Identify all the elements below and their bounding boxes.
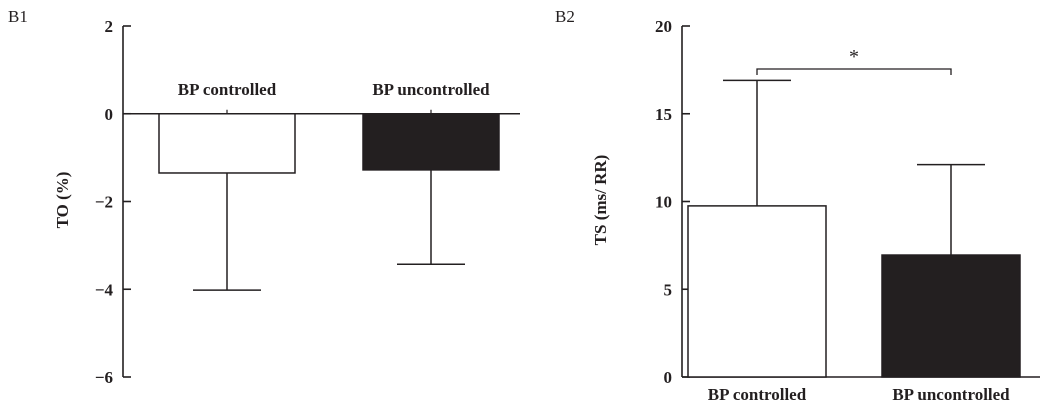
y-tick-label: −2 [95, 193, 113, 212]
significance-bracket: * [756, 46, 952, 75]
y-axis-b1: −6 −4 −2 0 2 [95, 17, 520, 387]
y-tick-label: −4 [95, 280, 114, 299]
y-tick-label: 10 [655, 193, 672, 212]
significance-marker: * [849, 46, 859, 68]
bar-bp-uncontrolled [362, 113, 500, 171]
significance-line [756, 68, 952, 75]
bar-bp-uncontrolled [881, 254, 1021, 378]
y-tick-label: 2 [105, 17, 114, 36]
bar-bp-controlled [687, 205, 827, 378]
y-axis-title-b2: TS (ms/ RR) [591, 155, 610, 246]
y-tick-label: 20 [655, 17, 672, 36]
category-label: BP controlled [708, 385, 807, 404]
y-tick-label: −6 [95, 368, 113, 387]
category-label: BP controlled [178, 80, 277, 99]
chart-panel-b1: B1 TO (%) −6 −4 −2 0 2 BP controlled BP uncon… [8, 7, 520, 387]
y-tick-label: 15 [655, 105, 672, 124]
y-tick-label: 0 [105, 105, 114, 124]
y-tick-label: 5 [664, 280, 673, 299]
y-axis-title-b1: TO (%) [53, 172, 72, 229]
bars-b1: BP controlled BP uncontrolled [158, 80, 500, 291]
bars-b2: BP controlled BP uncontrolled [687, 79, 1021, 404]
y-tick-label: 0 [664, 368, 673, 387]
category-label: BP uncontrolled [892, 385, 1010, 404]
panel-label-b2: B2 [555, 7, 575, 26]
bar-bp-controlled [158, 113, 296, 174]
panel-label-b1: B1 [8, 7, 28, 26]
category-label: BP uncontrolled [372, 80, 490, 99]
